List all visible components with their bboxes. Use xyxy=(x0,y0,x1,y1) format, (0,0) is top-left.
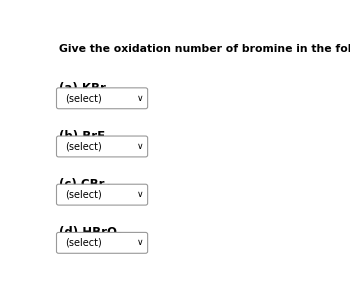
Text: (c) CBr: (c) CBr xyxy=(59,178,104,191)
Text: (select): (select) xyxy=(65,238,102,248)
Text: Give the oxidation number of bromine in the following:: Give the oxidation number of bromine in … xyxy=(59,44,350,54)
Text: 4: 4 xyxy=(104,184,110,193)
Text: (select): (select) xyxy=(65,93,102,103)
FancyBboxPatch shape xyxy=(56,136,148,157)
FancyBboxPatch shape xyxy=(56,184,148,205)
Text: (select): (select) xyxy=(65,190,102,200)
FancyBboxPatch shape xyxy=(56,88,148,109)
Text: ∨: ∨ xyxy=(137,238,143,247)
Text: (select): (select) xyxy=(65,142,102,151)
Text: (d) HBrO: (d) HBrO xyxy=(59,226,117,239)
Text: 3: 3 xyxy=(117,232,122,241)
Text: (b) BrF: (b) BrF xyxy=(59,130,105,143)
Text: ∨: ∨ xyxy=(137,190,143,199)
FancyBboxPatch shape xyxy=(56,232,148,253)
Text: (a) KBr: (a) KBr xyxy=(59,82,106,95)
Text: ∨: ∨ xyxy=(137,142,143,151)
Text: ∨: ∨ xyxy=(137,94,143,103)
